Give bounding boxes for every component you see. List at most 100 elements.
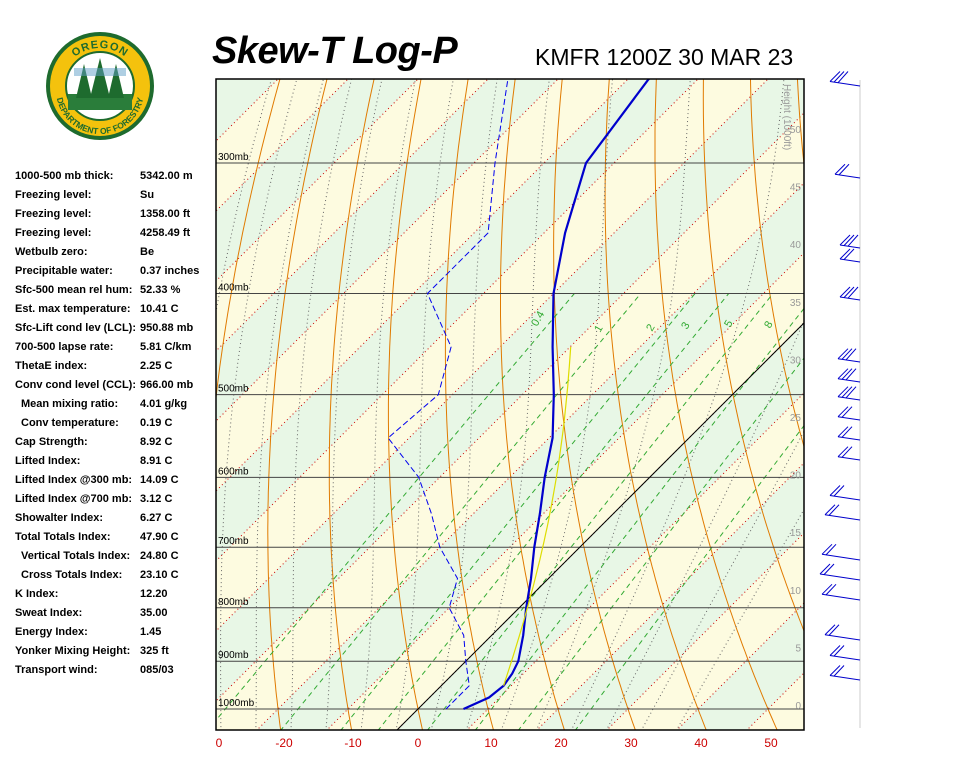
stat-value: 14.09 C — [140, 474, 179, 486]
dry-adiabat — [444, 79, 494, 730]
stat-row: Cross Totals Index: 23.10 C — [15, 567, 215, 586]
mixing-ratio-line — [518, 357, 804, 730]
dry-adiabat — [500, 79, 565, 730]
wind-barb — [819, 563, 861, 581]
height-axis-label: Height (1000ft) — [781, 84, 792, 150]
mixing-ratio-label: 1 — [592, 323, 605, 334]
wind-barb — [837, 406, 861, 421]
stat-label: Freezing level: — [15, 189, 92, 201]
stat-value: 47.90 C — [140, 531, 179, 543]
isotherm-line — [816, 0, 960, 731]
zero-isotherm-line — [396, 322, 804, 730]
wind-barb — [839, 286, 861, 301]
stat-row: Vertical Totals Index: 24.80 C — [15, 548, 215, 567]
stat-row: Showalter Index: 6.27 C — [15, 510, 215, 529]
stat-label: Sweat Index: — [15, 607, 83, 619]
station-time-label: KMFR 1200Z 30 MAR 23 — [535, 44, 794, 70]
wind-barb — [837, 348, 861, 363]
x-tick-label: -10 — [344, 736, 362, 750]
x-tick-label: 0 — [415, 736, 422, 750]
height-tick-label: 35 — [790, 298, 802, 309]
wind-barb — [834, 163, 861, 179]
stat-value: 12.20 — [140, 588, 168, 600]
x-tick-label: 30 — [624, 736, 638, 750]
mixing-ratio-label: 5 — [722, 318, 735, 329]
stat-row: Total Totals Index: 47.90 C — [15, 529, 215, 548]
stat-label: Precipitable water: — [15, 265, 113, 277]
dry-adiabat — [328, 79, 375, 730]
stat-row: Energy Index: 1.45 — [15, 624, 215, 643]
isotherm-band — [816, 0, 960, 731]
stat-value: 3.12 C — [140, 493, 173, 505]
stat-row: 1000-500 mb thick: 5342.00 m — [15, 168, 215, 187]
wind-barb — [829, 645, 861, 661]
stat-label: Sfc-500 mean rel hum: — [15, 284, 133, 296]
height-tick-label: 10 — [790, 586, 802, 597]
wind-barb — [839, 234, 861, 249]
stat-row: Conv temperature: 0.19 C — [15, 415, 215, 434]
height-tick-label: 20 — [790, 471, 802, 482]
isotherm-band — [216, 79, 698, 561]
x-tick-label: 40 — [694, 736, 708, 750]
pressure-label: 700mb — [218, 536, 249, 547]
x-tick-label: -20 — [275, 736, 293, 750]
height-tick-label: 40 — [790, 240, 802, 251]
height-tick-label: 0 — [795, 701, 801, 712]
stat-label: 700-500 lapse rate: — [15, 341, 114, 353]
stat-label: Conv temperature: — [21, 417, 119, 429]
dry-adiabat — [925, 0, 960, 731]
stat-label: Showalter Index: — [15, 512, 104, 524]
stat-value: 950.88 mb — [140, 322, 194, 334]
plot-frame — [215, 78, 805, 731]
wind-barb — [829, 665, 861, 681]
wind-barb — [821, 543, 861, 561]
stat-value: Su — [140, 189, 155, 201]
stat-row: Est. max temperature: 10.41 C — [15, 301, 215, 320]
stat-value: 24.80 C — [140, 550, 179, 562]
stat-label: Freezing level: — [15, 227, 92, 239]
stat-value: 8.91 C — [140, 455, 173, 467]
height-tick-label: 50 — [790, 125, 802, 136]
pressure-label: 400mb — [218, 282, 249, 293]
height-tick-label: 15 — [790, 528, 802, 539]
mixing-ratio-label: 3 — [679, 320, 692, 331]
x-tick-label: 10 — [484, 736, 498, 750]
pressure-label: 300mb — [218, 152, 249, 163]
height-tick-label: 25 — [790, 413, 802, 424]
stat-row: Mean mixing ratio: 4.01 g/kg — [15, 396, 215, 415]
stat-label: ThetaE index: — [15, 360, 88, 372]
stat-value: 5342.00 m — [140, 170, 193, 182]
stat-row: Sfc-Lift cond lev (LCL): 950.88 mb — [15, 320, 215, 339]
dry-adiabat — [796, 79, 804, 169]
stat-label: Lifted Index @700 mb: — [15, 493, 133, 505]
stat-label: Est. max temperature: — [15, 303, 131, 315]
parcel-path — [503, 346, 572, 686]
stat-label: Conv cond level (CCL): — [15, 379, 137, 391]
height-tick-label: 5 — [795, 643, 801, 654]
dry-adiabat — [387, 79, 423, 730]
stat-value: 1.45 — [140, 626, 162, 638]
x-tick-label: 20 — [554, 736, 568, 750]
stat-label: Lifted Index: — [15, 455, 81, 467]
stat-label: Lifted Index @300 mb: — [15, 474, 133, 486]
stat-row: Freezing level: Su — [15, 187, 215, 206]
dry-adiabat — [883, 0, 960, 731]
stat-value: 0.37 inches — [140, 265, 200, 277]
wind-barb — [837, 386, 861, 401]
stat-label: Wetbulb zero: — [15, 246, 88, 258]
stability-indices-panel: 1000-500 mb thick: 5342.00 m Freezing leve… — [15, 168, 215, 681]
stat-row: Lifted Index @700 mb: 3.12 C — [15, 491, 215, 510]
stat-value: 0.19 C — [140, 417, 173, 429]
stat-value: 325 ft — [140, 645, 169, 657]
mixing-ratio-line — [216, 293, 575, 721]
stat-row: ThetaE index: 2.25 C — [15, 358, 215, 377]
stat-label: Mean mixing ratio: — [21, 398, 119, 410]
stat-row: Sfc-500 mean rel hum: 52.33 % — [15, 282, 215, 301]
pressure-label: 900mb — [218, 650, 249, 661]
stat-value: 52.33 % — [140, 284, 181, 296]
stat-value: 23.10 C — [140, 569, 179, 581]
stat-label: Transport wind: — [15, 664, 98, 676]
pressure-label: 800mb — [218, 597, 249, 608]
stat-value: 8.92 C — [140, 436, 173, 448]
